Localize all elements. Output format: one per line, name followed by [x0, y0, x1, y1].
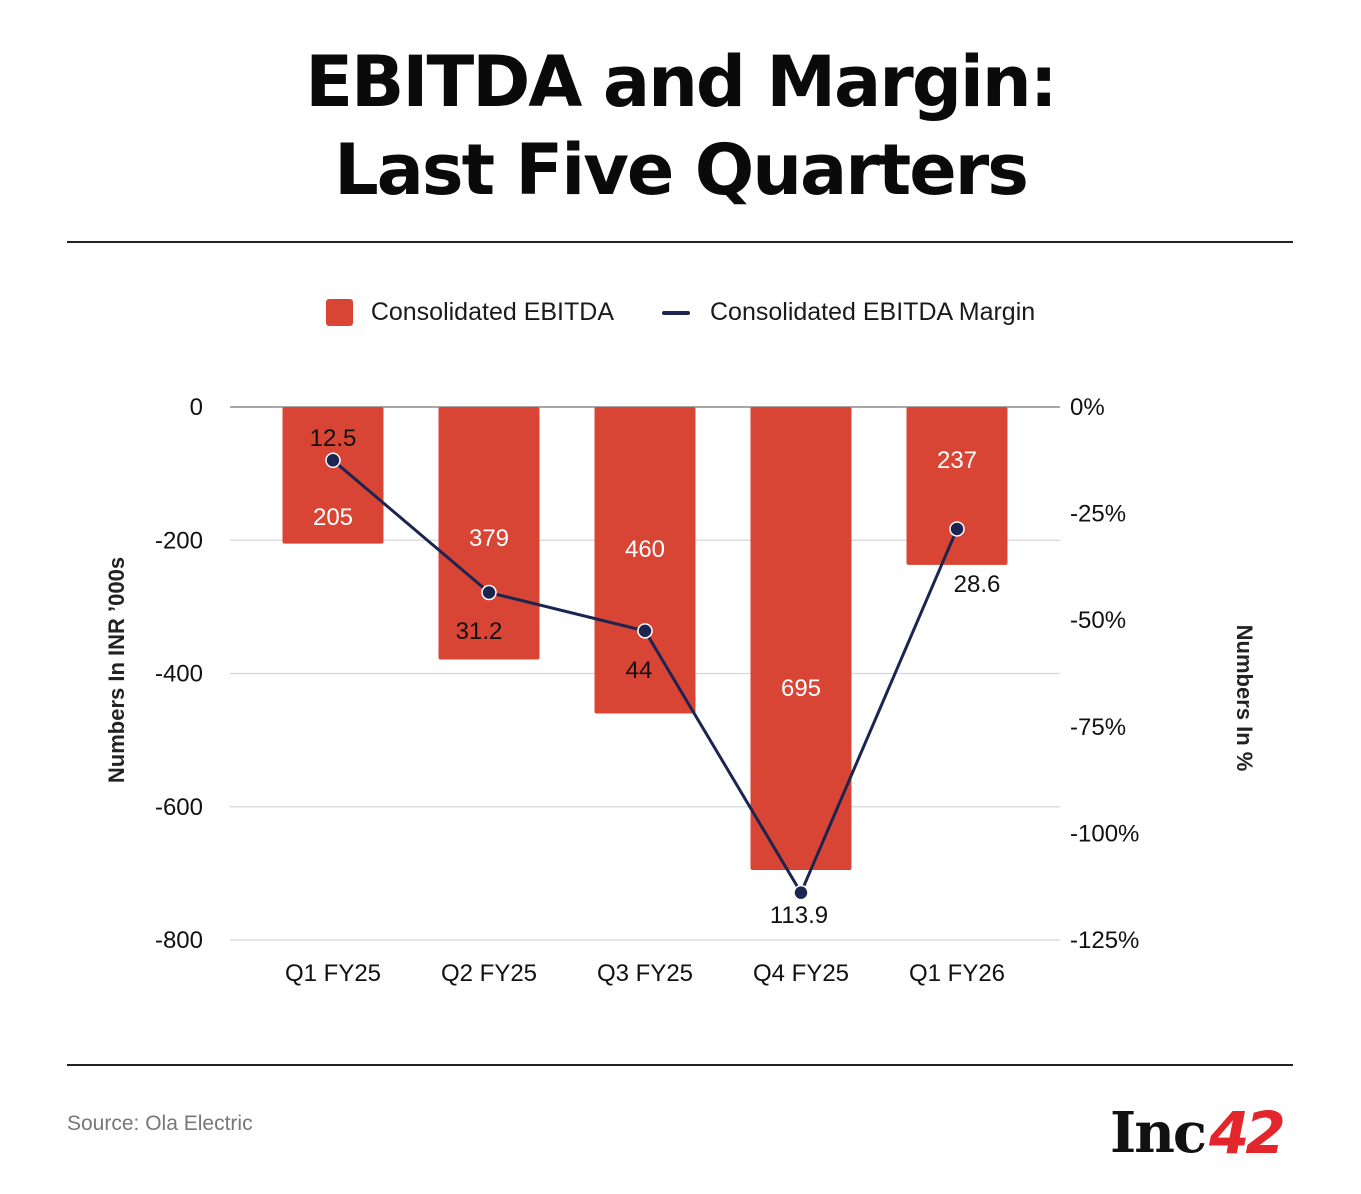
source-note: Source: Ola Electric [67, 1112, 253, 1135]
bar-value-label: 379 [469, 525, 509, 552]
y-tick-label-right: 0% [1070, 394, 1105, 421]
logo-number: 42 [1209, 1099, 1286, 1167]
y-axis-title-left: Numbers In INR ’000s [104, 557, 129, 783]
inc42-logo: Inc 42 [1110, 1099, 1286, 1167]
x-tick-label: Q3 FY25 [597, 960, 693, 987]
y-tick-label-right: -75% [1070, 714, 1126, 741]
margin-value-label: 28.6 [954, 571, 1001, 598]
title-line-1: EBITDA and Margin: [305, 41, 1058, 123]
title-line-2: Last Five Quarters [334, 129, 1029, 211]
legend-item-ebitda: Consolidated EBITDA [325, 298, 614, 327]
logo-text: Inc [1110, 1100, 1207, 1166]
margin-point-5 [949, 521, 965, 537]
legend-item-margin: Consolidated EBITDA Margin [614, 298, 1035, 327]
bottom-divider [67, 1064, 1293, 1066]
bar-value-label: 205 [313, 504, 353, 531]
legend: Consolidated EBITDA Consolidated EBITDA … [0, 298, 1361, 327]
y-tick-label-left: -800 [155, 927, 203, 954]
y-tick-label-right: -125% [1070, 927, 1139, 954]
bar-value-label: 460 [625, 536, 665, 563]
margin-value-label: 44 [626, 657, 653, 684]
y-tick-label-right: -25% [1070, 501, 1126, 528]
margin-point-3 [637, 623, 653, 639]
margin-point-1 [325, 452, 341, 469]
bar-5 [906, 407, 1008, 565]
bar-4 [750, 407, 852, 871]
x-tick-label: Q1 FY26 [909, 960, 1005, 987]
y-tick-label-left: -600 [155, 794, 203, 821]
x-tick-label: Q2 FY25 [441, 960, 537, 987]
top-divider [67, 241, 1293, 243]
x-tick-label: Q1 FY25 [285, 960, 381, 987]
y-tick-label-left: -200 [155, 527, 203, 554]
y-tick-label-left: 0 [190, 394, 203, 421]
legend-swatch-bar-icon [325, 299, 353, 326]
bar-3 [594, 407, 696, 714]
legend-label-margin: Consolidated EBITDA Margin [710, 298, 1036, 326]
margin-value-label: 12.5 [310, 425, 357, 452]
y-tick-label-right: -100% [1070, 820, 1139, 847]
margin-point-4 [793, 884, 809, 901]
y-axis-title-right: Numbers In % [1232, 625, 1257, 772]
legend-label-ebitda: Consolidated EBITDA [370, 298, 614, 326]
legend-line-icon [662, 310, 690, 315]
bar-value-label: 695 [781, 675, 821, 702]
x-tick-label: Q4 FY25 [753, 960, 849, 987]
y-tick-label-left: -400 [155, 661, 203, 688]
y-tick-label-right: -50% [1070, 607, 1126, 634]
margin-value-label: 113.9 [770, 902, 828, 929]
bar-2 [438, 407, 540, 660]
margin-value-label: 31.2 [456, 618, 503, 645]
bar-1 [282, 407, 384, 544]
chart-title: EBITDA and Margin: Last Five Quarters [0, 38, 1361, 214]
margin-point-2 [481, 584, 497, 601]
bar-value-label: 237 [937, 447, 977, 474]
